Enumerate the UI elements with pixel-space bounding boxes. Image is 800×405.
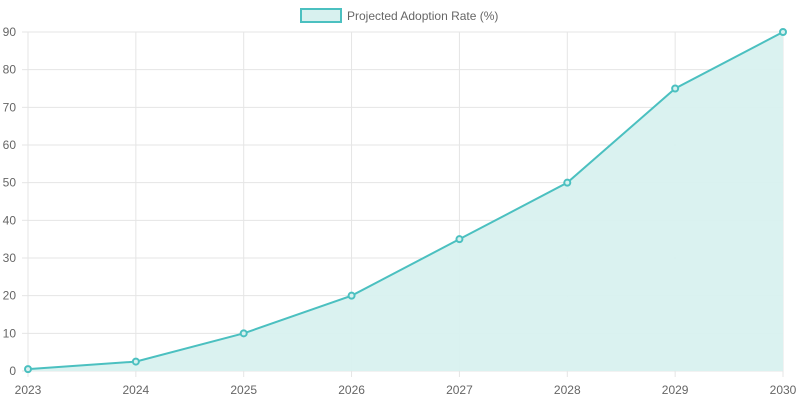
data-point-2024[interactable] bbox=[131, 357, 140, 366]
y-tick-label-0: 0 bbox=[9, 364, 16, 378]
series-area-0 bbox=[28, 32, 783, 371]
data-point-2025[interactable] bbox=[239, 329, 248, 338]
legend[interactable]: Projected Adoption Rate (%) bbox=[300, 8, 498, 23]
x-tick-label-2029: 2029 bbox=[662, 383, 689, 397]
y-tick-label-70: 70 bbox=[3, 100, 17, 114]
y-tick-label-80: 80 bbox=[3, 63, 17, 77]
y-tick-label-40: 40 bbox=[3, 213, 17, 227]
x-tick-label-2025: 2025 bbox=[230, 383, 257, 397]
y-tick-label-60: 60 bbox=[3, 138, 17, 152]
y-tick-label-50: 50 bbox=[3, 176, 17, 190]
y-tick-label-90: 90 bbox=[3, 25, 17, 39]
x-tick-label-2026: 2026 bbox=[338, 383, 365, 397]
data-point-2023[interactable] bbox=[24, 365, 32, 374]
plot-area bbox=[24, 28, 787, 374]
x-tick-label-2024: 2024 bbox=[123, 383, 150, 397]
y-tick-label-10: 10 bbox=[3, 326, 17, 340]
legend-swatch bbox=[300, 8, 342, 23]
y-tick-label-30: 30 bbox=[3, 251, 17, 265]
x-tick-label-2023: 2023 bbox=[15, 383, 42, 397]
x-tick-label-2028: 2028 bbox=[554, 383, 581, 397]
x-tick-label-2027: 2027 bbox=[446, 383, 473, 397]
data-point-2026[interactable] bbox=[347, 291, 356, 300]
x-tick-label-2030: 2030 bbox=[770, 383, 797, 397]
series-line-0 bbox=[27, 31, 784, 371]
data-point-2030[interactable] bbox=[779, 28, 787, 36]
data-point-2028[interactable] bbox=[563, 178, 572, 187]
data-point-2029[interactable] bbox=[671, 84, 680, 93]
legend-label: Projected Adoption Rate (%) bbox=[347, 9, 498, 23]
y-tick-label-20: 20 bbox=[3, 289, 17, 303]
data-point-2027[interactable] bbox=[455, 235, 464, 244]
